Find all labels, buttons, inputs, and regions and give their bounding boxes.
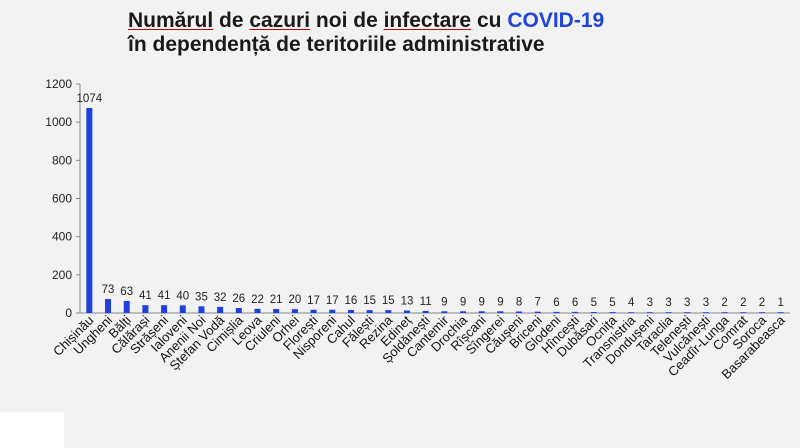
bar-value-label: 35 [195, 291, 208, 303]
bar [142, 305, 149, 313]
title-line-1-run-5: cu [471, 9, 508, 32]
bar [497, 311, 504, 313]
bar-value-label: 5 [609, 297, 615, 309]
bar [347, 309, 354, 313]
y-tick-label: 400 [52, 230, 72, 244]
bar [310, 309, 317, 313]
chart-title-line-1: Numărul de cazuri noi de infectare cu CO… [128, 9, 604, 33]
bar-value-label: 9 [441, 296, 447, 308]
bar-value-label: 7 [535, 297, 541, 309]
bar-value-label: 3 [684, 297, 690, 309]
bar-value-label: 3 [703, 297, 709, 309]
bar-value-label: 2 [740, 297, 746, 309]
bar-value-label: 15 [382, 295, 395, 307]
title-line-1-run-6: COVID-19 [507, 9, 605, 32]
bar-value-label: 1 [777, 297, 783, 309]
title-line-2-run-0: în dependență de teritoriile administrat… [128, 33, 545, 56]
bar [291, 309, 298, 313]
bar-value-label: 6 [553, 297, 559, 309]
bar-value-label: 9 [497, 296, 503, 308]
bottom-left-strip [0, 412, 64, 448]
y-tick-label: 600 [52, 192, 72, 206]
bar-value-label: 41 [158, 290, 171, 302]
bar [123, 300, 130, 313]
bar-value-label: 26 [232, 293, 245, 305]
bar-value-label: 13 [401, 296, 414, 308]
bar [86, 108, 93, 313]
bar [460, 311, 467, 313]
y-tick-label: 200 [52, 268, 72, 282]
y-tick-label: 1000 [45, 115, 72, 129]
bar-value-label: 1074 [77, 93, 103, 105]
bar-value-label: 15 [363, 295, 376, 307]
bar [441, 311, 448, 313]
bar [590, 312, 597, 313]
bar [609, 312, 616, 313]
bar [385, 310, 392, 313]
title-line-1-run-3: noi de [310, 9, 384, 32]
bar-value-label: 16 [345, 295, 358, 307]
bar [198, 306, 205, 313]
bar [721, 312, 728, 313]
bar-value-label: 6 [572, 297, 578, 309]
bar [366, 310, 373, 313]
bar-value-label: 63 [120, 286, 133, 298]
bar-value-label: 20 [288, 294, 301, 306]
bar [684, 312, 691, 313]
bar [758, 312, 765, 313]
bar [105, 299, 112, 313]
bar-value-label: 41 [139, 290, 152, 302]
bar [702, 312, 709, 313]
bar-value-label: 4 [628, 297, 635, 309]
bar-value-label: 9 [479, 296, 485, 308]
bar [235, 308, 242, 313]
bar-value-label: 2 [759, 297, 765, 309]
y-tick-label: 1200 [45, 77, 72, 91]
labels-group: 1074Chișinău73Ungheni63Bălți41Călărași41… [50, 93, 788, 382]
chart-title-line-2: în dependență de teritoriile administrat… [128, 33, 545, 57]
bar-value-label: 2 [721, 297, 727, 309]
bar [273, 308, 280, 313]
bar-value-label: 3 [665, 297, 671, 309]
bar [254, 308, 261, 313]
bar-value-label: 17 [307, 295, 320, 307]
bar [329, 309, 336, 313]
bar-value-label: 32 [214, 292, 227, 304]
bar-value-label: 11 [420, 296, 432, 308]
bar [628, 312, 635, 313]
bar [403, 310, 410, 313]
bar-value-label: 5 [591, 297, 597, 309]
bar-value-label: 17 [326, 295, 339, 307]
bar [572, 311, 579, 313]
bar [422, 310, 429, 313]
bar [534, 311, 541, 313]
bar [777, 312, 784, 313]
title-line-1-run-4: infectare [383, 9, 472, 32]
bar [179, 305, 186, 313]
bar-value-label: 3 [647, 297, 653, 309]
bar [740, 312, 747, 313]
bar [646, 312, 653, 313]
bar [217, 306, 224, 313]
bar-value-label: 8 [516, 296, 522, 308]
bar [553, 311, 560, 313]
bar-value-label: 9 [460, 296, 466, 308]
title-line-1-run-1: de [213, 9, 250, 32]
bar-value-label: 22 [251, 294, 264, 306]
bar [516, 311, 523, 313]
y-tick-label: 800 [52, 153, 72, 167]
axis-group: 0 200 400 600 800 1000 1200 [45, 77, 790, 320]
bar [478, 311, 485, 313]
y-tick-label: 0 [65, 306, 72, 320]
bars-group [86, 108, 784, 313]
bar-value-label: 73 [102, 284, 115, 296]
bar [161, 305, 168, 313]
bar-value-label: 40 [176, 290, 189, 302]
bar-value-label: 21 [270, 294, 283, 306]
title-line-1-run-2: cazuri [249, 9, 311, 32]
bar [665, 312, 672, 313]
title-line-1-run-0: Numărul [128, 9, 214, 32]
